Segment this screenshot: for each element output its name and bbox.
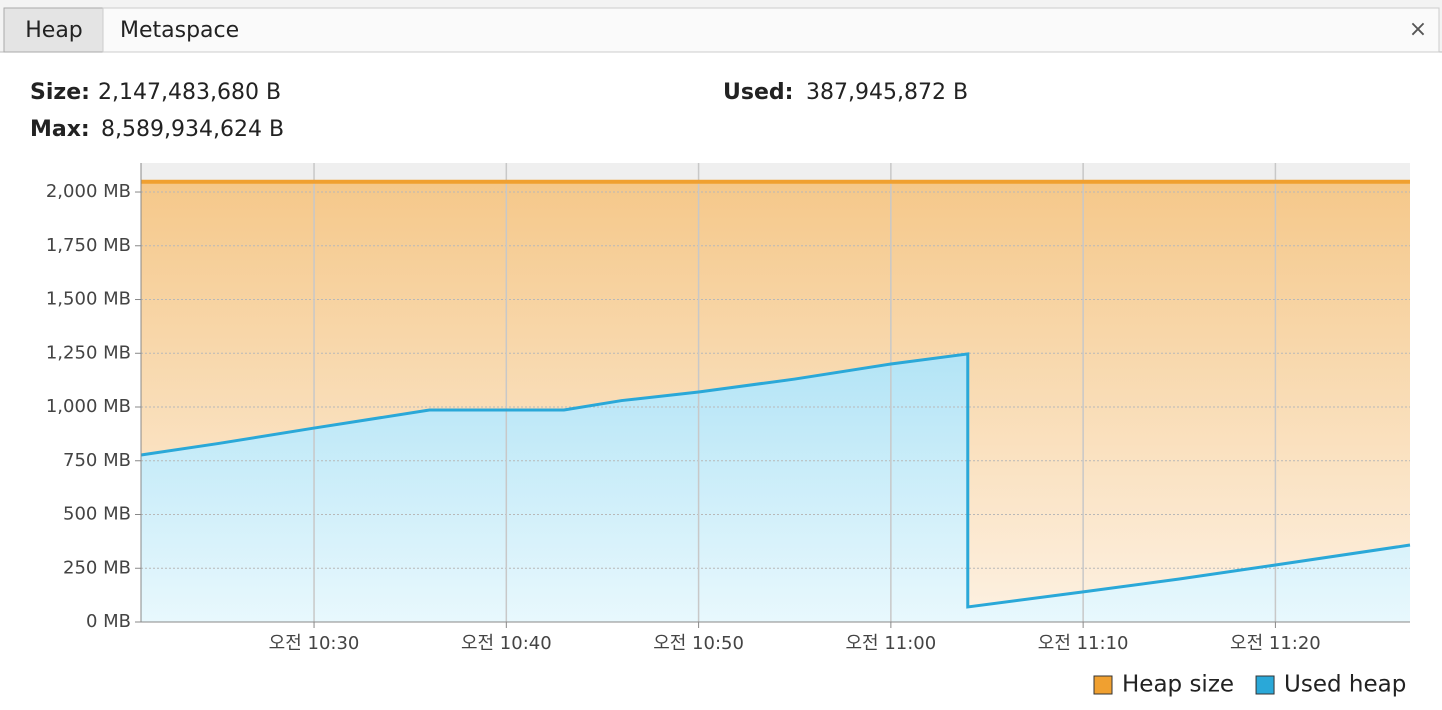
y-tick-label: 1,750 MB [46, 235, 131, 256]
area [141, 353, 1410, 622]
tab-label[interactable]: Heap [25, 18, 83, 43]
x-tick-label: 오전 11:10 [1038, 633, 1129, 654]
y-tick-label: 0 MB [86, 611, 131, 632]
stat-value: 2,147,483,680 B [98, 80, 281, 105]
x-tick-label: 오전 11:00 [846, 633, 937, 654]
x-tick-label: 오전 11:20 [1230, 633, 1321, 654]
y-tick-label: 1,000 MB [46, 396, 131, 417]
y-tick-label: 2,000 MB [46, 181, 131, 202]
stat-label: Used: [723, 80, 793, 105]
legend-swatch [1093, 675, 1113, 695]
x-tick-label: 오전 10:50 [653, 633, 744, 654]
y-tick-label: 500 MB [63, 504, 131, 525]
stat-label: Max: [30, 117, 90, 142]
y-tick-label: 1,250 MB [46, 342, 131, 363]
x-tick-label: 오전 10:40 [461, 633, 552, 654]
legend-label: Heap size [1122, 672, 1234, 698]
tab-label[interactable]: Metaspace [120, 18, 239, 43]
line [140, 352, 1411, 609]
stat-value: 8,589,934,624 B [101, 117, 284, 142]
y-tick-label: 750 MB [63, 450, 131, 471]
tab-metaspace[interactable] [102, 7, 1440, 53]
tab-heap[interactable] [3, 7, 104, 53]
legend-swatch [1255, 675, 1275, 695]
stat-label: Size: [30, 80, 90, 105]
y-tick-label: 1,500 MB [46, 289, 131, 310]
x-tick-label: 오전 10:30 [269, 633, 360, 654]
stat-value: 387,945,872 B [806, 80, 968, 105]
y-tick-label: 250 MB [63, 557, 131, 578]
legend-label: Used heap [1284, 672, 1406, 698]
close-button[interactable]: × [1409, 17, 1427, 42]
